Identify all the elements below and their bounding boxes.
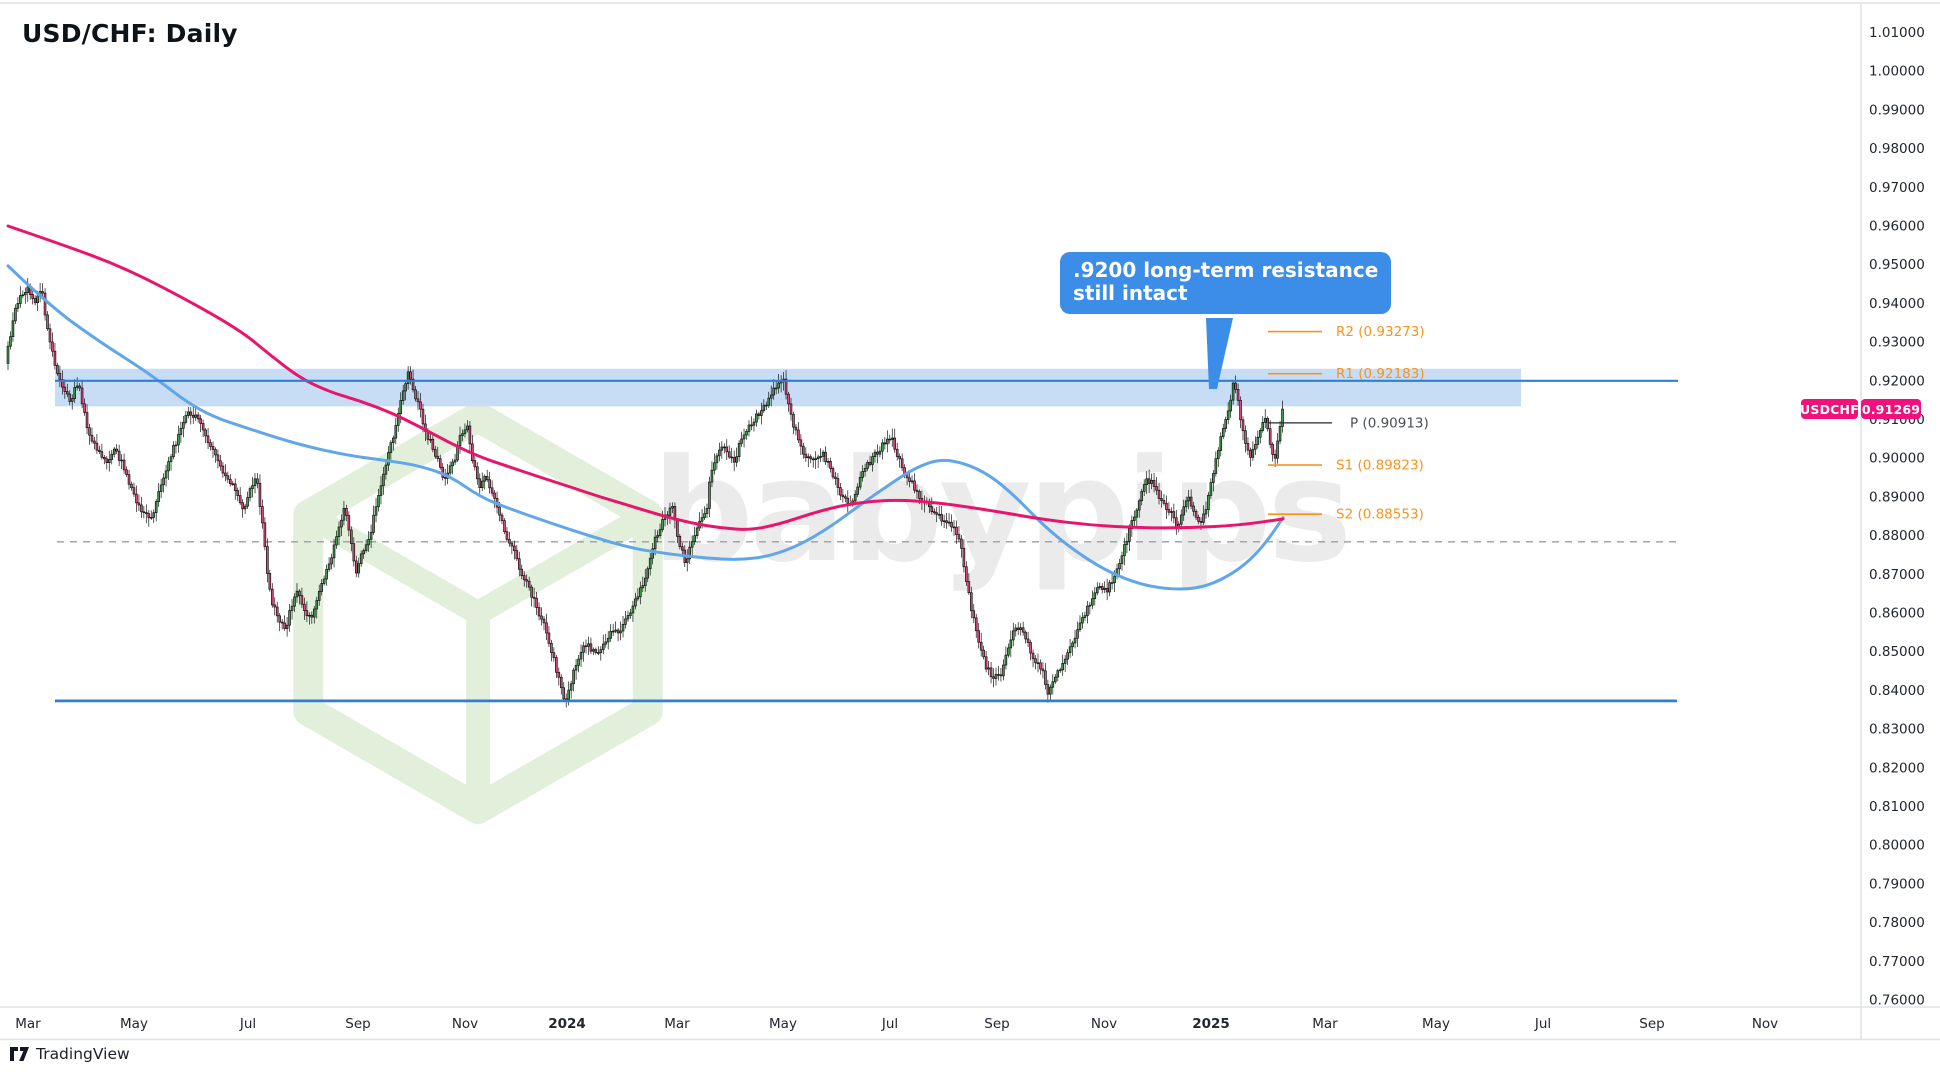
price-tick: 0.85000 <box>1869 644 1925 660</box>
symbol-price-label: USDCHF <box>1800 399 1859 419</box>
babypips-watermark: babypips <box>293 402 1352 824</box>
time-tick: Nov <box>452 1016 478 1032</box>
price-tick: 0.88000 <box>1869 528 1925 544</box>
price-tick: 0.86000 <box>1869 606 1925 622</box>
pivot-label-S2: S2 (0.88553) <box>1336 507 1424 523</box>
price-tick: 0.81000 <box>1869 799 1925 815</box>
price-tick: 0.93000 <box>1869 335 1925 351</box>
annotation-callout[interactable]: .9200 long-term resistance still intact <box>1060 252 1392 314</box>
callout-pointer <box>1206 318 1233 389</box>
price-tick: 0.79000 <box>1869 876 1925 892</box>
time-tick: Sep <box>984 1016 1009 1032</box>
pivot-label-S1: S1 (0.89823) <box>1336 458 1424 474</box>
pivot-label-R2: R2 (0.93273) <box>1336 324 1425 340</box>
tradingview-label: TradingView <box>36 1045 130 1063</box>
price-tick: 0.87000 <box>1869 567 1925 583</box>
time-tick: Sep <box>1639 1016 1664 1032</box>
time-tick: Mar <box>15 1016 41 1032</box>
price-tick: 0.92000 <box>1869 373 1925 389</box>
time-tick: 2025 <box>1192 1016 1230 1032</box>
time-tick: Nov <box>1091 1016 1117 1032</box>
pivot-label-R1: R1 (0.92183) <box>1336 366 1425 382</box>
time-tick: May <box>1422 1016 1450 1032</box>
time-tick: Sep <box>345 1016 370 1032</box>
tradingview-attribution[interactable]: TradingView <box>10 1045 130 1063</box>
callout-line1: .9200 long-term resistance <box>1073 258 1379 282</box>
price-tick: 0.80000 <box>1869 838 1925 854</box>
tradingview-logo-icon <box>10 1046 29 1061</box>
last-price-label: 0.91269 <box>1861 399 1921 419</box>
price-tick: 1.01000 <box>1869 25 1925 41</box>
time-tick: Jul <box>239 1016 256 1032</box>
time-tick: Mar <box>1312 1016 1338 1032</box>
price-tick: 0.89000 <box>1869 489 1925 505</box>
price-tick: 0.98000 <box>1869 141 1925 157</box>
price-tick: 0.78000 <box>1869 915 1925 931</box>
price-tick: 0.84000 <box>1869 683 1925 699</box>
price-tick: 0.82000 <box>1869 760 1925 776</box>
time-tick: Jul <box>881 1016 898 1032</box>
time-tick: Jul <box>1534 1016 1551 1032</box>
time-tick: Nov <box>1752 1016 1778 1032</box>
price-tick: 0.90000 <box>1869 451 1925 467</box>
ma-slow-line <box>6 224 1285 531</box>
plot-area[interactable] <box>6 224 1678 708</box>
price-tick: 0.95000 <box>1869 257 1925 273</box>
time-tick: May <box>120 1016 148 1032</box>
time-axis[interactable]: Mar May Jul Sep Nov 2024 Mar May Jul Sep Nov 2025 Ma… <box>0 1006 1940 1041</box>
pivot-levels: R2 (0.93273) R1 (0.92183) P (0.90913) S1 (0… <box>1268 324 1429 523</box>
page-title: USD/CHF: Daily <box>22 19 238 48</box>
price-tick: 1.00000 <box>1869 64 1925 80</box>
price-tick: 0.99000 <box>1869 102 1925 118</box>
ma-fast-line <box>6 264 1285 591</box>
price-tick: 0.94000 <box>1869 296 1925 312</box>
time-tick: May <box>769 1016 797 1032</box>
time-tick: Mar <box>664 1016 690 1032</box>
price-tick: 0.97000 <box>1869 180 1925 196</box>
pivot-label-P: P (0.90913) <box>1350 415 1429 431</box>
price-tick: 0.83000 <box>1869 722 1925 738</box>
price-tick: 0.96000 <box>1869 219 1925 235</box>
time-tick: 2024 <box>548 1016 586 1032</box>
price-axis[interactable]: 1.01000 1.00000 0.99000 0.98000 0.97000 0.960… <box>0 2 1940 1039</box>
candles <box>6 278 1284 708</box>
price-tick: 0.77000 <box>1869 954 1925 970</box>
callout-line2: still intact <box>1073 281 1188 305</box>
price-tick: 0.76000 <box>1869 993 1925 1009</box>
